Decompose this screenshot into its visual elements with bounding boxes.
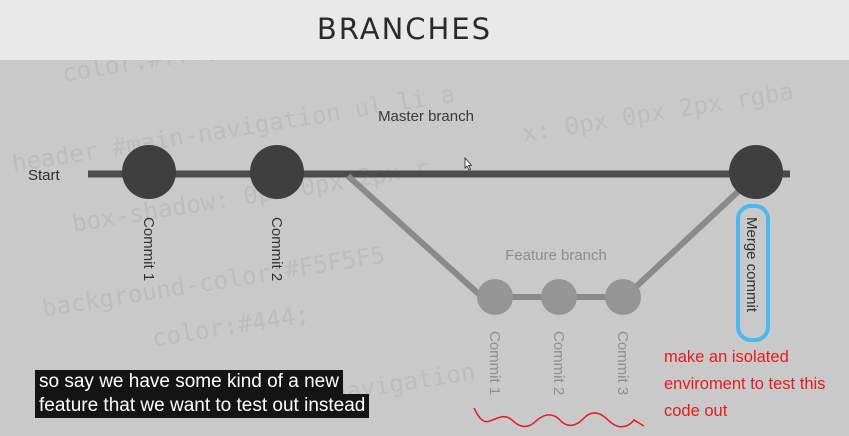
- feature-commit-2-label: Commit 2: [550, 331, 567, 395]
- merge-commit-highlight: [736, 204, 770, 342]
- merge-commit-label: Merge commit: [743, 217, 760, 313]
- master-commit-1-label: Commit 1: [140, 217, 157, 281]
- feature-commit-2-node: [541, 279, 577, 315]
- feature-commit-1-label: Commit 1: [486, 331, 503, 395]
- feature-commit-3-label: Commit 3: [614, 331, 631, 395]
- annotation-squiggle: [473, 407, 645, 428]
- mouse-cursor-icon: [464, 156, 473, 171]
- title-bar: BRANCHES: [0, 0, 849, 60]
- master-branch-label: Master branch: [378, 108, 474, 125]
- master-commit-2-label: Commit 2: [268, 217, 285, 281]
- feature-branch-line: [345, 173, 745, 300]
- master-commit-2-node: [250, 145, 304, 199]
- subtitle-line-2: feature that we want to test out instead: [35, 394, 370, 418]
- feature-commit-3-node: [605, 279, 641, 315]
- master-commit-1-node: [122, 145, 176, 199]
- start-label: Start: [28, 167, 61, 184]
- video-subtitle: so say we have some kind of a new featur…: [35, 370, 370, 418]
- feature-commit-1-node: [477, 279, 513, 315]
- slide-title: BRANCHES: [316, 12, 493, 46]
- subtitle-line-1: so say we have some kind of a new: [35, 370, 343, 394]
- annotation-note: make an isolated enviroment to test this…: [664, 348, 826, 420]
- feature-branch-label: Feature branch: [505, 247, 607, 264]
- merge-commit-node: [729, 145, 783, 199]
